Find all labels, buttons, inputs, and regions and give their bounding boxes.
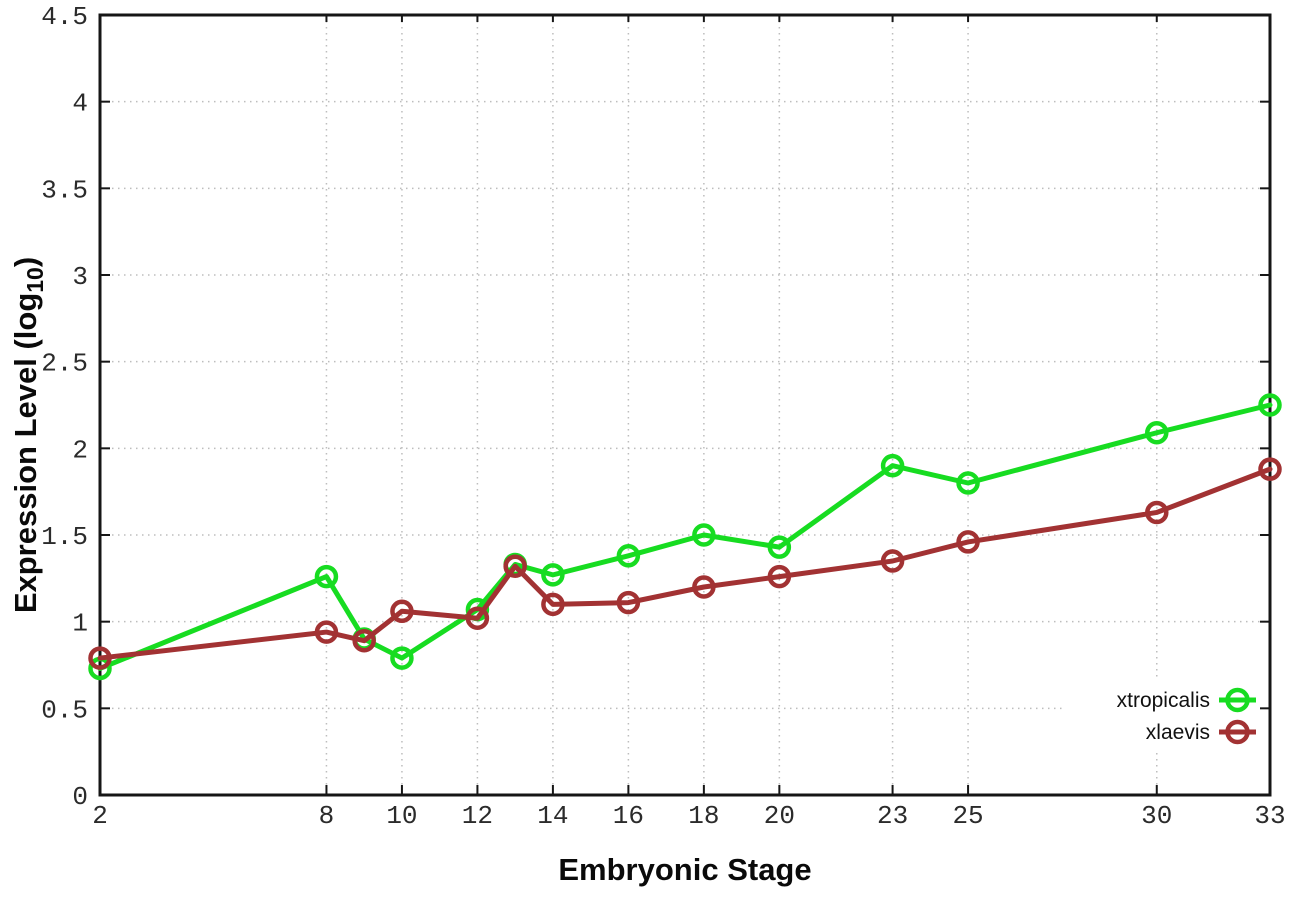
x-tick-label: 30 — [1141, 801, 1172, 831]
x-tick-label: 12 — [462, 801, 493, 831]
x-tick-label: 33 — [1254, 801, 1285, 831]
data-point-marker — [88, 646, 112, 670]
data-point-marker — [465, 606, 490, 630]
data-point-marker — [616, 590, 641, 615]
data-point-marker — [390, 599, 414, 624]
data-point-marker — [1258, 457, 1282, 481]
data-point-marker — [956, 530, 980, 554]
y-tick-label: 3.5 — [41, 175, 88, 205]
series-line-xlaevis — [97, 466, 1273, 661]
legend-marker-sample — [1225, 687, 1250, 713]
y-tick-label: 4.5 — [41, 2, 88, 32]
tick-marks — [99, 14, 1271, 796]
data-point-marker — [1258, 393, 1282, 417]
y-tick-label: 1 — [72, 609, 88, 639]
data-point-marker — [767, 564, 792, 589]
x-tick-label: 20 — [764, 801, 795, 831]
plot-border — [98, 13, 1272, 797]
y-tick-label: 0.5 — [41, 695, 88, 725]
legend-marker-sample — [1225, 719, 1250, 745]
data-point-marker — [880, 453, 905, 478]
data-point-marker — [767, 535, 792, 559]
y-tick-label: 2 — [72, 435, 88, 465]
y-tick-label: 0 — [72, 782, 88, 812]
x-tick-label: 23 — [877, 801, 908, 831]
x-tick-label: 25 — [952, 801, 983, 831]
legend-label-xlaevis: xlaevis — [1146, 721, 1210, 744]
x-tick-label: 14 — [537, 801, 568, 831]
legend-item-xtropicalis: xtropicalis — [1117, 687, 1256, 713]
data-point-marker — [314, 564, 339, 589]
data-point-marker — [692, 575, 716, 599]
legend-item-xlaevis: xlaevis — [1146, 719, 1256, 745]
y-tick-label: 3 — [72, 262, 88, 292]
x-tick-label: 8 — [319, 801, 335, 831]
y-tick-label: 2.5 — [41, 349, 88, 379]
data-point-marker — [956, 471, 980, 495]
data-point-marker — [1145, 420, 1169, 445]
y-tick-label: 4 — [72, 89, 88, 119]
data-point-marker — [541, 563, 565, 587]
data-point-marker — [1145, 500, 1169, 525]
series-markers-xlaevis — [88, 457, 1282, 670]
legend: xtropicalis xlaevis — [1117, 687, 1256, 745]
data-point-marker — [390, 646, 414, 670]
legend-label-xtropicalis: xtropicalis — [1117, 689, 1210, 712]
data-point-marker — [692, 523, 716, 547]
series-line-xtropicalis — [97, 402, 1273, 671]
x-tick-label: 18 — [688, 801, 719, 831]
y-axis-title: Expression Level (log10) — [8, 257, 48, 613]
data-point-marker — [541, 592, 565, 617]
x-tick-label: 2 — [92, 801, 108, 831]
data-point-marker — [314, 620, 339, 644]
y-tick-label: 1.5 — [41, 522, 88, 552]
x-axis-title: Embryonic Stage — [558, 852, 811, 887]
series-markers-xtropicalis — [88, 393, 1282, 681]
gridlines — [100, 15, 1270, 795]
x-tick-label: 10 — [386, 801, 417, 831]
data-point-marker — [503, 554, 527, 578]
data-point-marker — [352, 628, 376, 653]
data-point-marker — [880, 549, 905, 573]
x-tick-label: 16 — [613, 801, 644, 831]
data-point-marker — [616, 544, 641, 568]
